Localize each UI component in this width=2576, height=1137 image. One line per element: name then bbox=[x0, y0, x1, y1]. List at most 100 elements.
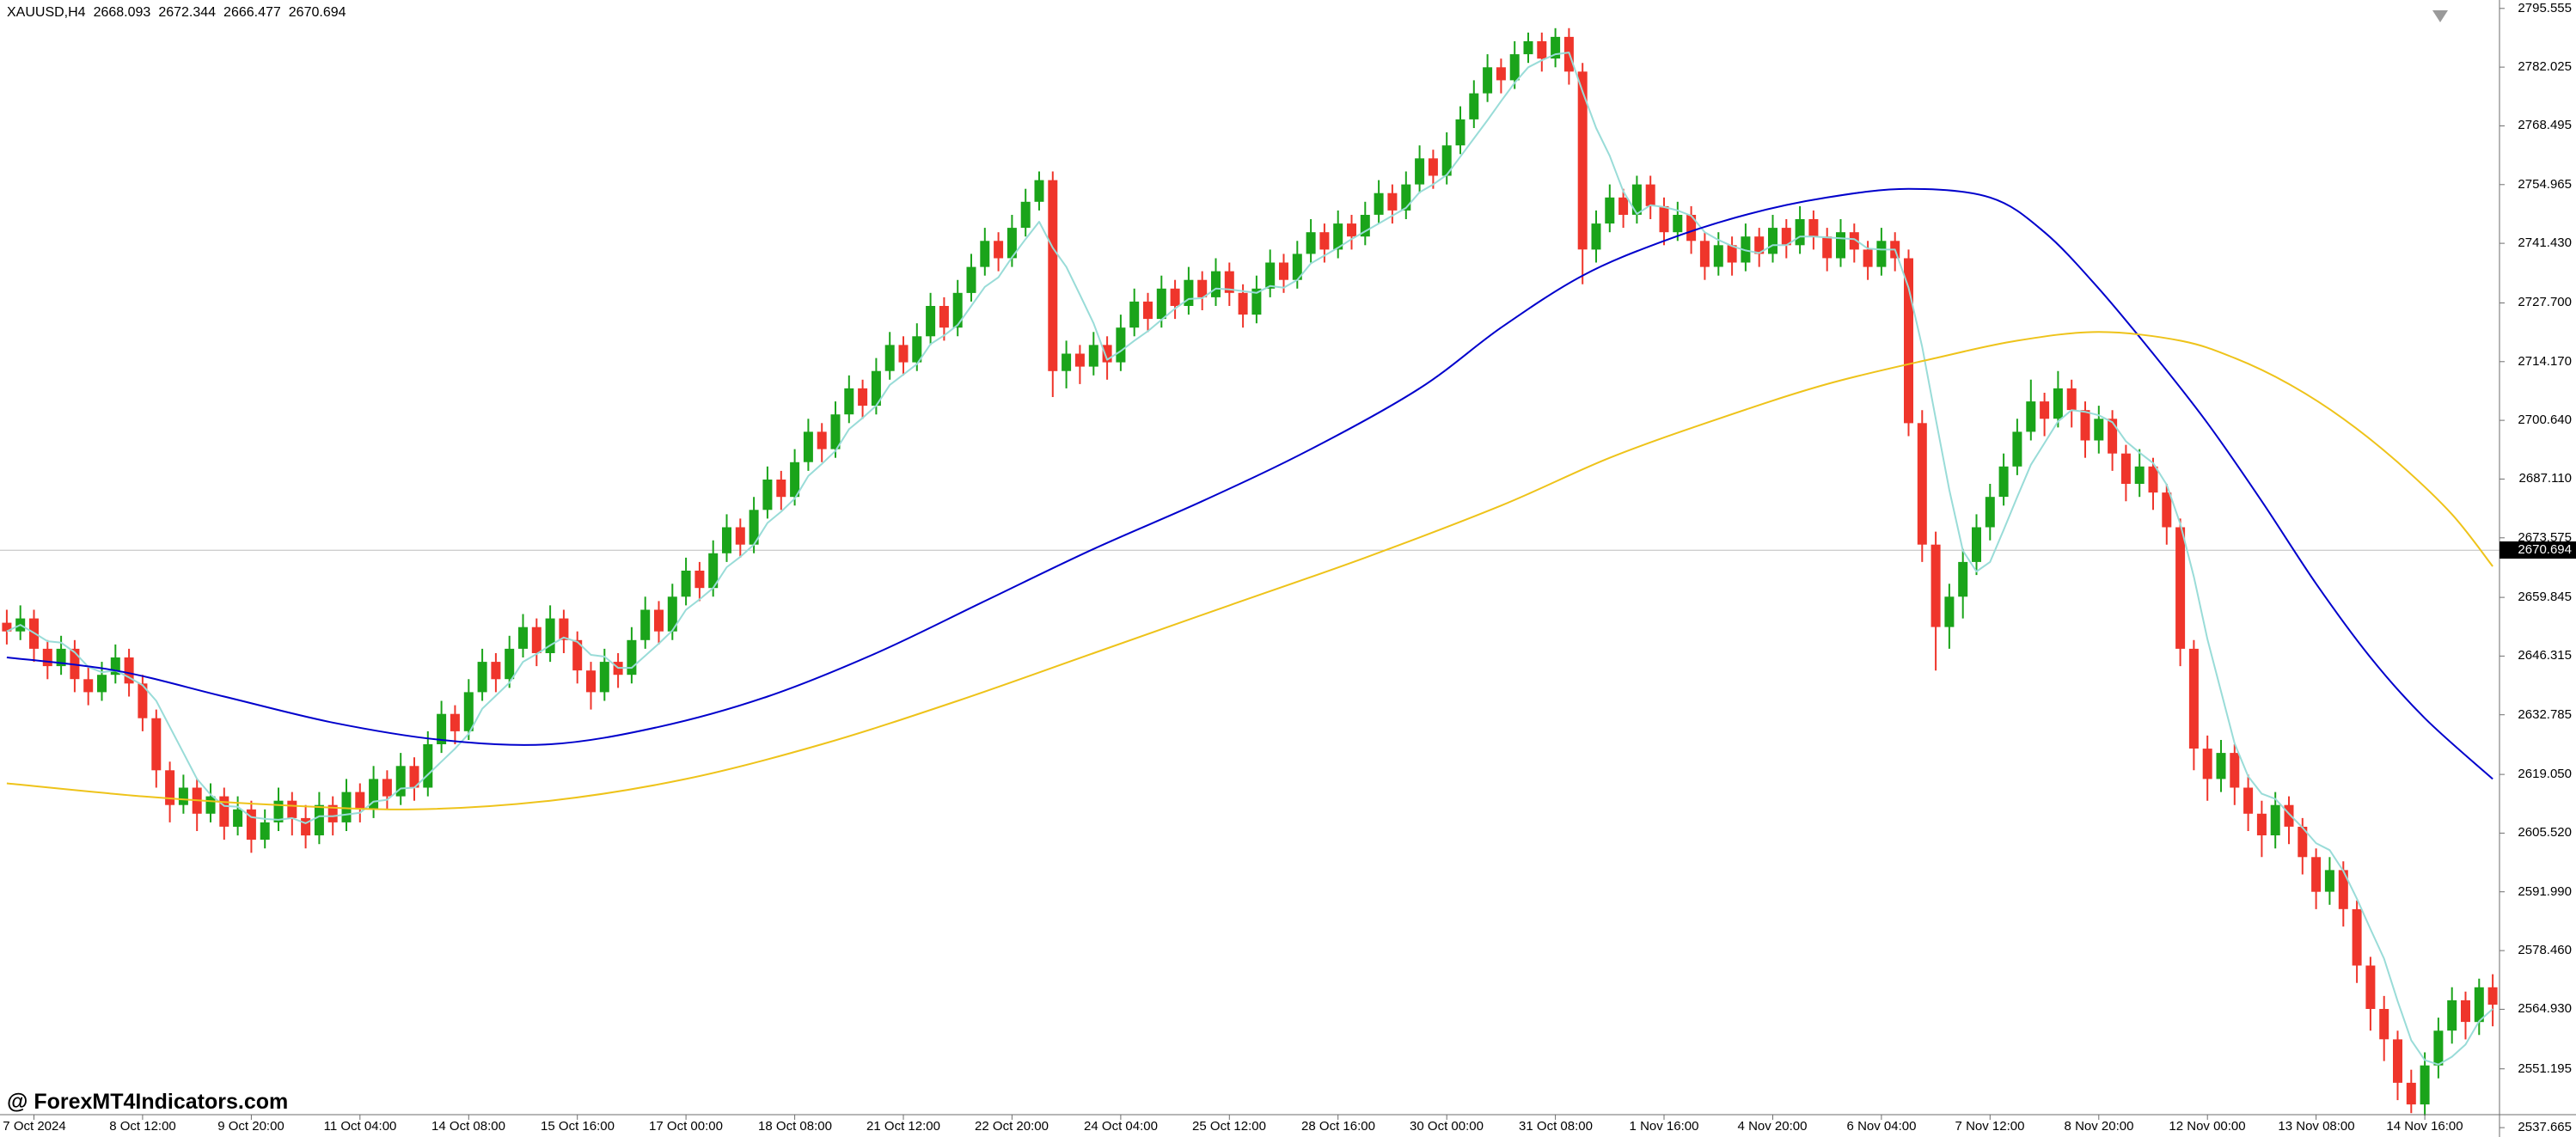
candle-body-down bbox=[219, 796, 229, 827]
candle-body-down bbox=[2311, 857, 2322, 892]
mid-ma-line bbox=[6, 187, 2493, 780]
price-axis-label: 2537.665 bbox=[2518, 1120, 2572, 1134]
candle-body-up bbox=[722, 527, 731, 553]
price-axis-label: 2673.575 bbox=[2518, 530, 2572, 545]
candle-body-up bbox=[1972, 527, 1981, 562]
candle-body-up bbox=[477, 662, 487, 693]
price-axis-label: 2605.520 bbox=[2518, 825, 2572, 840]
time-axis-label: 8 Nov 20:00 bbox=[2064, 1119, 2134, 1134]
candle-body-down bbox=[1197, 279, 1208, 297]
time-axis-label: 12 Nov 00:00 bbox=[2169, 1119, 2246, 1134]
candle-body-down bbox=[1347, 223, 1356, 237]
candle-body-down bbox=[1618, 197, 1629, 215]
candle-body-up bbox=[1876, 241, 1887, 267]
candle-body-up bbox=[1631, 184, 1642, 215]
candle-body-down bbox=[2256, 813, 2267, 835]
price-axis-label: 2700.640 bbox=[2518, 413, 2572, 427]
candle-body-down bbox=[1537, 41, 1547, 59]
time-axis-label: 17 Oct 00:00 bbox=[649, 1119, 723, 1134]
candle-body-down bbox=[2298, 827, 2308, 858]
candle-body-down bbox=[2120, 453, 2131, 484]
candle-body-down bbox=[124, 657, 134, 684]
quote-close: 2670.694 bbox=[288, 5, 346, 20]
candle-body-up bbox=[1007, 228, 1017, 259]
fast-ma-line bbox=[6, 52, 2493, 1066]
candle-body-up bbox=[178, 787, 188, 805]
candle-body-down bbox=[1686, 215, 1697, 241]
symbol-quote-header: XAUUSD,H4 2668.093 2672.344 2666.477 2670.69… bbox=[7, 5, 346, 21]
candle-body-down bbox=[1279, 262, 1288, 280]
candle-body-down bbox=[2108, 419, 2118, 454]
quote-open: 2668.093 bbox=[93, 5, 151, 20]
candle-body-down bbox=[2365, 965, 2376, 1009]
candle-body-down bbox=[2080, 410, 2090, 441]
candle-body-up bbox=[1591, 223, 1601, 250]
candle-body-up bbox=[803, 431, 813, 462]
candle-body-up bbox=[1509, 54, 1520, 81]
candle-body-down bbox=[1808, 219, 1819, 237]
candle-body-up bbox=[110, 657, 120, 675]
candle-body-up bbox=[1523, 41, 1533, 55]
candle-body-up bbox=[1415, 158, 1425, 185]
candle-body-down bbox=[42, 648, 52, 667]
candle-body-up bbox=[1265, 262, 1276, 289]
price-axis-label: 2754.965 bbox=[2518, 177, 2572, 192]
candle-body-down bbox=[287, 800, 297, 818]
candle-body-down bbox=[1048, 180, 1058, 371]
time-axis-label: 14 Nov 16:00 bbox=[2386, 1119, 2463, 1134]
price-axis-label: 2578.460 bbox=[2518, 943, 2572, 957]
time-axis-label: 22 Oct 20:00 bbox=[975, 1119, 1049, 1134]
candle-body-up bbox=[749, 510, 759, 545]
time-axis-label: 4 Nov 20:00 bbox=[1737, 1119, 1808, 1134]
candle-body-down bbox=[382, 779, 392, 797]
candle-body-up bbox=[1062, 353, 1072, 371]
candle-body-up bbox=[2053, 388, 2063, 419]
candle-body-down bbox=[409, 766, 419, 788]
candle-body-up bbox=[1211, 271, 1221, 297]
candle-body-up bbox=[1441, 145, 1452, 176]
watermark: @ ForexMT4Indicators.com bbox=[7, 1090, 289, 1114]
candle-body-up bbox=[790, 462, 800, 498]
candle-body-up bbox=[273, 800, 284, 822]
candle-body-up bbox=[1673, 215, 1683, 233]
candle-body-down bbox=[1930, 544, 1941, 627]
candle-body-down bbox=[1428, 158, 1438, 176]
time-axis-label: 14 Oct 08:00 bbox=[431, 1119, 505, 1134]
candle-body-down bbox=[1387, 193, 1398, 211]
candle-body-down bbox=[1170, 288, 1180, 306]
time-axis-label: 30 Oct 00:00 bbox=[1410, 1119, 1484, 1134]
candle-body-up bbox=[1306, 232, 1316, 254]
candle-body-up bbox=[1605, 197, 1615, 224]
candle-body-up bbox=[463, 692, 474, 731]
candle-body-up bbox=[205, 796, 216, 814]
candle-body-up bbox=[667, 596, 677, 632]
candle-body-up bbox=[97, 675, 107, 693]
candle-body-up bbox=[681, 571, 691, 597]
price-axis[interactable]: 2795.555 2782.025 2768.495 2754.965 2741.430… bbox=[2500, 0, 2576, 1137]
candle-body-down bbox=[1754, 236, 1765, 254]
candle-body-up bbox=[1374, 193, 1384, 215]
time-axis[interactable]: 7 Oct 2024 8 Oct 12:00 9 Oct 20:00 11 Oct 0… bbox=[0, 1115, 2500, 1137]
candle-body-up bbox=[1088, 345, 1098, 367]
current-price-badge: 2670.694 bbox=[2500, 541, 2576, 559]
candle-body-down bbox=[817, 431, 827, 449]
candle-body-up bbox=[1836, 232, 1845, 259]
candle-body-down bbox=[2188, 648, 2199, 749]
candle-body-up bbox=[844, 388, 854, 415]
candle-body-down bbox=[694, 571, 705, 589]
candle-body-up bbox=[1713, 245, 1723, 267]
candle-body-down bbox=[2230, 753, 2240, 788]
candle-body-up bbox=[395, 766, 406, 797]
price-axis-label: 2727.700 bbox=[2518, 295, 2572, 309]
candle-body-down bbox=[1143, 301, 1153, 320]
candle-body-down bbox=[1781, 228, 1791, 246]
candle-body-down bbox=[1659, 205, 1669, 233]
candle-body-up bbox=[599, 662, 609, 693]
quote-high: 2672.344 bbox=[158, 5, 217, 20]
candle-body-up bbox=[980, 241, 990, 267]
candle-body-up bbox=[871, 370, 881, 407]
candle-body-down bbox=[2202, 749, 2212, 779]
candle-body-down bbox=[898, 345, 909, 363]
time-axis-background bbox=[0, 1116, 2500, 1137]
